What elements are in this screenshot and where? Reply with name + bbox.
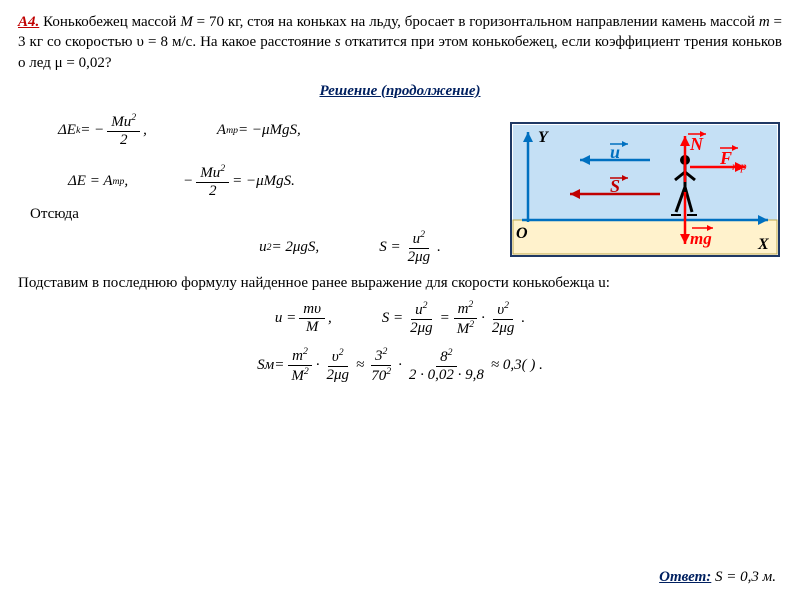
answer-value: S = 0,3 м.	[711, 569, 776, 585]
eq-combined: − Mu22 = −μMgS.	[183, 163, 295, 200]
sym-M: M	[180, 14, 193, 30]
svg-text:mg: mg	[690, 229, 712, 248]
eq-u-mv-M: u = mυM,	[275, 301, 332, 336]
eq-block-1: ΔEk = − Mu22, Aтр = −μMgS, ΔE = Aтр, − M…	[18, 112, 478, 200]
eq-dE-Atr: ΔE = Aтр,	[68, 173, 128, 190]
svg-text:u: u	[610, 142, 620, 162]
eq-numeric: Sм= m2M2 · υ22μg ≈ 32702 · 822 · 0,02 · …	[257, 346, 543, 385]
svg-text:тр: тр	[732, 159, 747, 173]
eq-u2: u2 = 2μgS,	[259, 239, 319, 256]
answer-line: Ответ: S = 0,3 м.	[659, 569, 776, 586]
answer-label: Ответ:	[659, 569, 711, 585]
problem-text-2: = 70 кг, стоя на коньках на льду, бросае…	[193, 14, 759, 30]
problem-label: А4.	[18, 14, 39, 30]
sym-v: υ	[137, 34, 144, 50]
eq-dEk: ΔEk = − Mu22,	[58, 112, 147, 149]
svg-text:X: X	[757, 236, 769, 253]
eq-S: S = u22μg.	[379, 229, 441, 266]
sym-m: m	[759, 14, 770, 30]
solution-title: Решение (продолжение)	[18, 83, 782, 100]
svg-text:N: N	[689, 134, 704, 154]
svg-text:F: F	[719, 148, 732, 168]
problem-text-1: Конькобежец массой	[43, 14, 180, 30]
physics-diagram: Y X O N F тр u	[510, 122, 780, 257]
problem-statement: А4. Конькобежец массой M = 70 кг, стоя н…	[18, 12, 782, 73]
svg-text:O: O	[516, 225, 528, 242]
svg-text:Y: Y	[538, 129, 549, 146]
eq-Atr: Aтр = −μMgS,	[217, 122, 301, 139]
eq-S-chain: S = u22μg = m2M2 · υ22μg.	[382, 299, 525, 338]
substitution-text: Подставим в последнюю формулу найденное …	[18, 274, 782, 294]
diagram-svg: Y X O N F тр u	[510, 122, 780, 257]
svg-text:S: S	[610, 176, 620, 196]
problem-text-4: = 8 м/с. На какое расстояние	[144, 34, 335, 50]
